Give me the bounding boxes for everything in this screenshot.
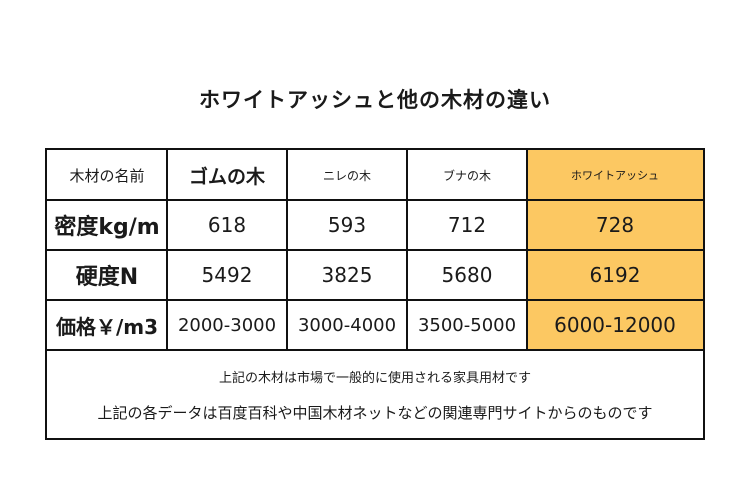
header-elm: ニレの木 — [322, 168, 371, 183]
header-beech: ブナの木 — [442, 168, 491, 183]
header-wood-name: 木材の名前 — [69, 166, 145, 185]
row-divider — [47, 299, 703, 301]
note-furniture-woods: 上記の木材は市場で一般的に使用される家具用材です — [218, 371, 531, 386]
note-data-source: 上記の各データは百度百科や中国木材ネットなどの関連専門サイトからのものです — [97, 404, 653, 422]
row-label-price: 価格￥/m3 — [55, 314, 159, 339]
table-cell: 728 — [595, 213, 635, 237]
table-cell: 6192 — [589, 263, 641, 287]
row-label-hardness: 硬度N — [75, 265, 139, 290]
table-cell: 712 — [447, 213, 487, 237]
table-cell: 5680 — [441, 263, 493, 287]
table-cell: 2000-3000 — [177, 314, 277, 336]
comparison-table: 木材の名前 ゴムの木 ニレの木 ブナの木 ホワイトアッシュ 密度kg/m 618… — [45, 148, 705, 440]
header-white-ash: ホワイトアッシュ — [571, 169, 659, 182]
table-cell: 5492 — [201, 263, 253, 287]
table-cell: 3500-5000 — [417, 314, 517, 336]
row-label-density: 密度kg/m — [54, 215, 160, 240]
table-cell: 3000-4000 — [297, 314, 397, 336]
header-rubberwood: ゴムの木 — [188, 165, 265, 188]
table-cell: 593 — [327, 213, 367, 237]
table-cell: 618 — [207, 213, 247, 237]
page-title: ホワイトアッシュと他の木材の違い — [199, 88, 551, 112]
table-cell: 3825 — [321, 263, 373, 287]
row-divider — [47, 199, 703, 201]
row-divider — [47, 249, 703, 251]
table-cell: 6000-12000 — [554, 313, 676, 337]
row-divider — [47, 349, 703, 351]
